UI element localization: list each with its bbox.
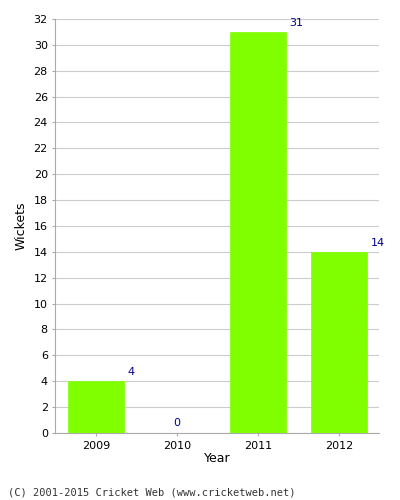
Text: 14: 14 bbox=[370, 238, 385, 248]
X-axis label: Year: Year bbox=[204, 452, 231, 465]
Y-axis label: Wickets: Wickets bbox=[15, 202, 28, 250]
Text: 4: 4 bbox=[128, 368, 135, 378]
Bar bbox=[68, 381, 124, 433]
Text: 31: 31 bbox=[290, 18, 304, 28]
Bar bbox=[230, 32, 286, 433]
Text: (C) 2001-2015 Cricket Web (www.cricketweb.net): (C) 2001-2015 Cricket Web (www.cricketwe… bbox=[8, 488, 296, 498]
Bar bbox=[310, 252, 367, 433]
Text: 0: 0 bbox=[174, 418, 180, 428]
